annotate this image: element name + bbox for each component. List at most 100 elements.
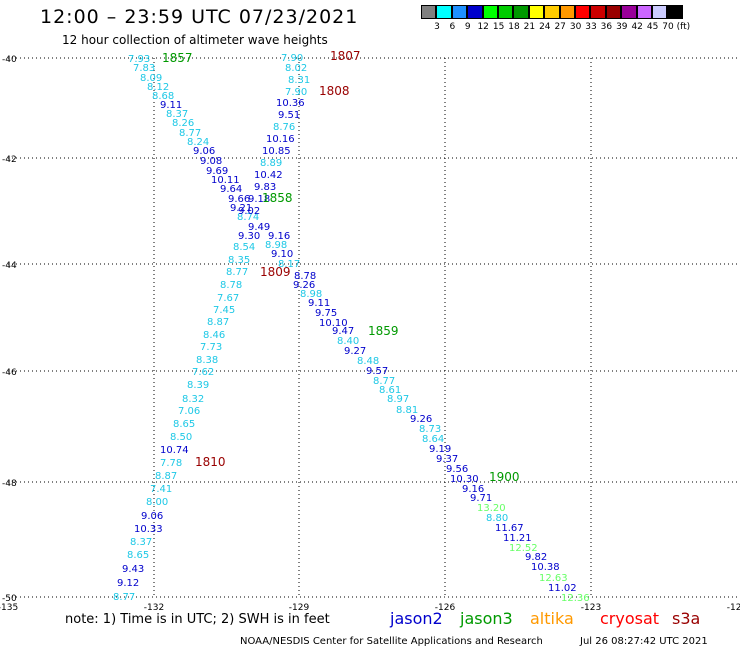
legend-swatch <box>559 5 575 19</box>
swh-value: 8.87 <box>155 471 177 482</box>
legend-label: 6 <box>449 22 456 32</box>
swh-value: 9.66 <box>228 194 250 205</box>
legend-label: 12 <box>477 22 489 32</box>
pass-time-label: 1857 <box>162 51 193 65</box>
lon-label: -129 <box>289 603 310 613</box>
legend-swatch <box>467 5 483 19</box>
legend-label: 70 <box>662 22 674 32</box>
swh-value: 8.26 <box>172 118 194 129</box>
swh-value: 9.71 <box>470 493 492 504</box>
swh-value: 11.21 <box>503 533 532 544</box>
legend-swatch <box>621 5 637 19</box>
swh-value: 8.09 <box>140 73 162 84</box>
swh-value: 8.02 <box>285 63 307 74</box>
pass-time-label: 1900 <box>489 470 520 484</box>
swh-value: 9.12 <box>117 578 139 589</box>
swh-value: 9.19 <box>429 444 451 455</box>
swh-value: 9.06 <box>141 511 163 522</box>
timestamp: Jul 26 08:27:42 UTC 2021 <box>580 636 708 647</box>
swh-value: 8.12 <box>147 82 169 93</box>
legend-swatch <box>590 5 606 19</box>
swh-value: 8.77 <box>226 267 248 278</box>
swh-value: 10.36 <box>276 98 305 109</box>
swh-value: 9.30 <box>238 231 260 242</box>
lat-label: -48 <box>2 479 17 489</box>
lon-label: -120 <box>727 603 740 613</box>
legend-label: 9 <box>464 22 471 32</box>
legend-swatch <box>482 5 498 19</box>
swh-value: 9.06 <box>193 146 215 157</box>
swh-value: 9.51 <box>278 110 300 121</box>
swh-value: 8.48 <box>357 356 379 367</box>
swh-value: 8.54 <box>233 242 255 253</box>
pass-time-label: 1807 <box>330 49 361 63</box>
legend-label: 3 <box>434 22 440 32</box>
legend-label: 42 <box>631 22 643 32</box>
swh-value: 8.61 <box>379 385 401 396</box>
swh-value: 7.78 <box>160 458 182 469</box>
swh-value: 8.77 <box>179 128 201 139</box>
legend-label: 45 <box>646 22 659 32</box>
legend-label: 33 <box>585 22 597 32</box>
swh-value: 8.97 <box>387 394 409 405</box>
legend-swatch <box>636 5 652 19</box>
swh-value: 10.38 <box>531 562 560 573</box>
swh-value: 7.67 <box>217 293 239 304</box>
swh-value: 8.64 <box>422 434 444 445</box>
legend-swatch <box>528 5 545 19</box>
lat-label: -46 <box>2 368 17 378</box>
swh-value: 8.89 <box>260 158 282 169</box>
swh-value: 10.42 <box>254 170 283 181</box>
swh-value: 8.24 <box>187 137 209 148</box>
swh-value: 10.30 <box>450 474 479 485</box>
swh-value: 7.90 <box>285 87 307 98</box>
satellite-altika: altika <box>530 609 574 628</box>
swh-value: 9.16 <box>462 484 484 495</box>
map-title: 12:00 – 23:59 UTC 07/23/2021 <box>40 6 359 28</box>
swh-value: 8.40 <box>337 336 359 347</box>
satellite-jason3: jason3 <box>460 609 513 628</box>
swh-value: 9.56 <box>446 464 468 475</box>
lat-label: -42 <box>2 155 17 165</box>
swh-value: 8.65 <box>127 550 149 561</box>
swh-value: 8.39 <box>187 380 209 391</box>
swh-value: 10.74 <box>160 445 189 456</box>
pass-time-label: 1810 <box>195 455 226 469</box>
swh-value: 8.77 <box>113 592 135 603</box>
swh-value: 8.46 <box>203 330 225 341</box>
swh-value: 7.93 <box>128 54 150 65</box>
lat-label: -50 <box>2 594 17 604</box>
satellite-s3a: s3a <box>672 609 701 628</box>
legend-swatch <box>498 5 514 19</box>
swh-value: 8.38 <box>196 355 218 366</box>
swh-value: 8.73 <box>419 424 441 435</box>
swh-value: 8.31 <box>288 75 310 86</box>
swh-value: 8.78 <box>294 271 316 282</box>
swh-value: 8.77 <box>373 376 395 387</box>
legend-swatch <box>513 5 529 19</box>
swh-value: 8.78 <box>220 280 242 291</box>
pass-time-label: 1858 <box>262 191 293 205</box>
legend-label: 39 <box>616 22 628 32</box>
swh-value: 9.43 <box>122 564 144 575</box>
legend-label: 30 <box>569 22 582 32</box>
swh-value: 7.62 <box>192 367 214 378</box>
swh-value: 9.64 <box>220 184 242 195</box>
swh-value: 9.16 <box>268 231 290 242</box>
legend-label: 21 <box>523 22 536 32</box>
legend-label: 15 <box>492 22 505 32</box>
legend-label: 24 <box>539 22 551 32</box>
legend-label: 27 <box>554 22 566 32</box>
swh-value: 9.83 <box>254 182 276 193</box>
swh-value: 12.52 <box>509 543 538 554</box>
swh-value: 10.33 <box>134 524 163 535</box>
legend-swatch <box>421 5 437 19</box>
swh-value: 7.73 <box>200 342 222 353</box>
lon-label: -132 <box>144 603 164 613</box>
swh-value: 9.49 <box>248 222 270 233</box>
swh-value: 10.16 <box>266 134 295 145</box>
swh-value: 7.06 <box>178 406 200 417</box>
legend-swatch <box>605 5 622 19</box>
swh-value: 8.65 <box>173 419 195 430</box>
swh-value: 9.08 <box>200 156 222 167</box>
